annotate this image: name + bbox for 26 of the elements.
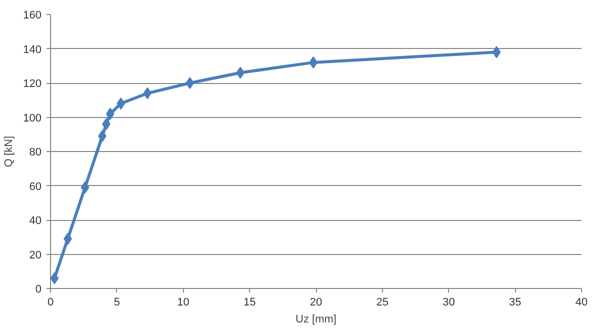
x-tick-label: 15 <box>244 296 256 308</box>
y-tick-label: 160 <box>23 10 42 22</box>
y-tick-label: 120 <box>23 78 42 90</box>
x-axis-title: Uz [mm] <box>296 314 336 326</box>
x-tick-label: 40 <box>575 296 588 308</box>
x-tick-label: 20 <box>310 296 322 308</box>
point <box>116 98 126 110</box>
x-tick-label: 0 <box>47 296 54 308</box>
point <box>186 77 194 89</box>
y-tick-label: 100 <box>23 112 42 124</box>
y-tick-label: 20 <box>29 249 42 262</box>
point <box>80 181 90 194</box>
x-tick-label: 35 <box>509 296 522 308</box>
point <box>143 87 152 100</box>
y-axis-title: Q [kN] <box>3 136 16 168</box>
y-tick-label: 40 <box>29 215 42 227</box>
y-tick-label: 0 <box>35 284 42 296</box>
x-tick-label: 30 <box>442 296 455 308</box>
x-tick-label: 5 <box>114 296 120 308</box>
y-tick-label: 80 <box>29 146 42 158</box>
x-tick-label: 25 <box>376 296 389 308</box>
x-tick-label: 10 <box>177 296 190 308</box>
point <box>492 46 501 58</box>
y-tick-label: 60 <box>29 180 42 193</box>
y-tick-label: 140 <box>23 44 42 56</box>
point <box>309 56 318 68</box>
